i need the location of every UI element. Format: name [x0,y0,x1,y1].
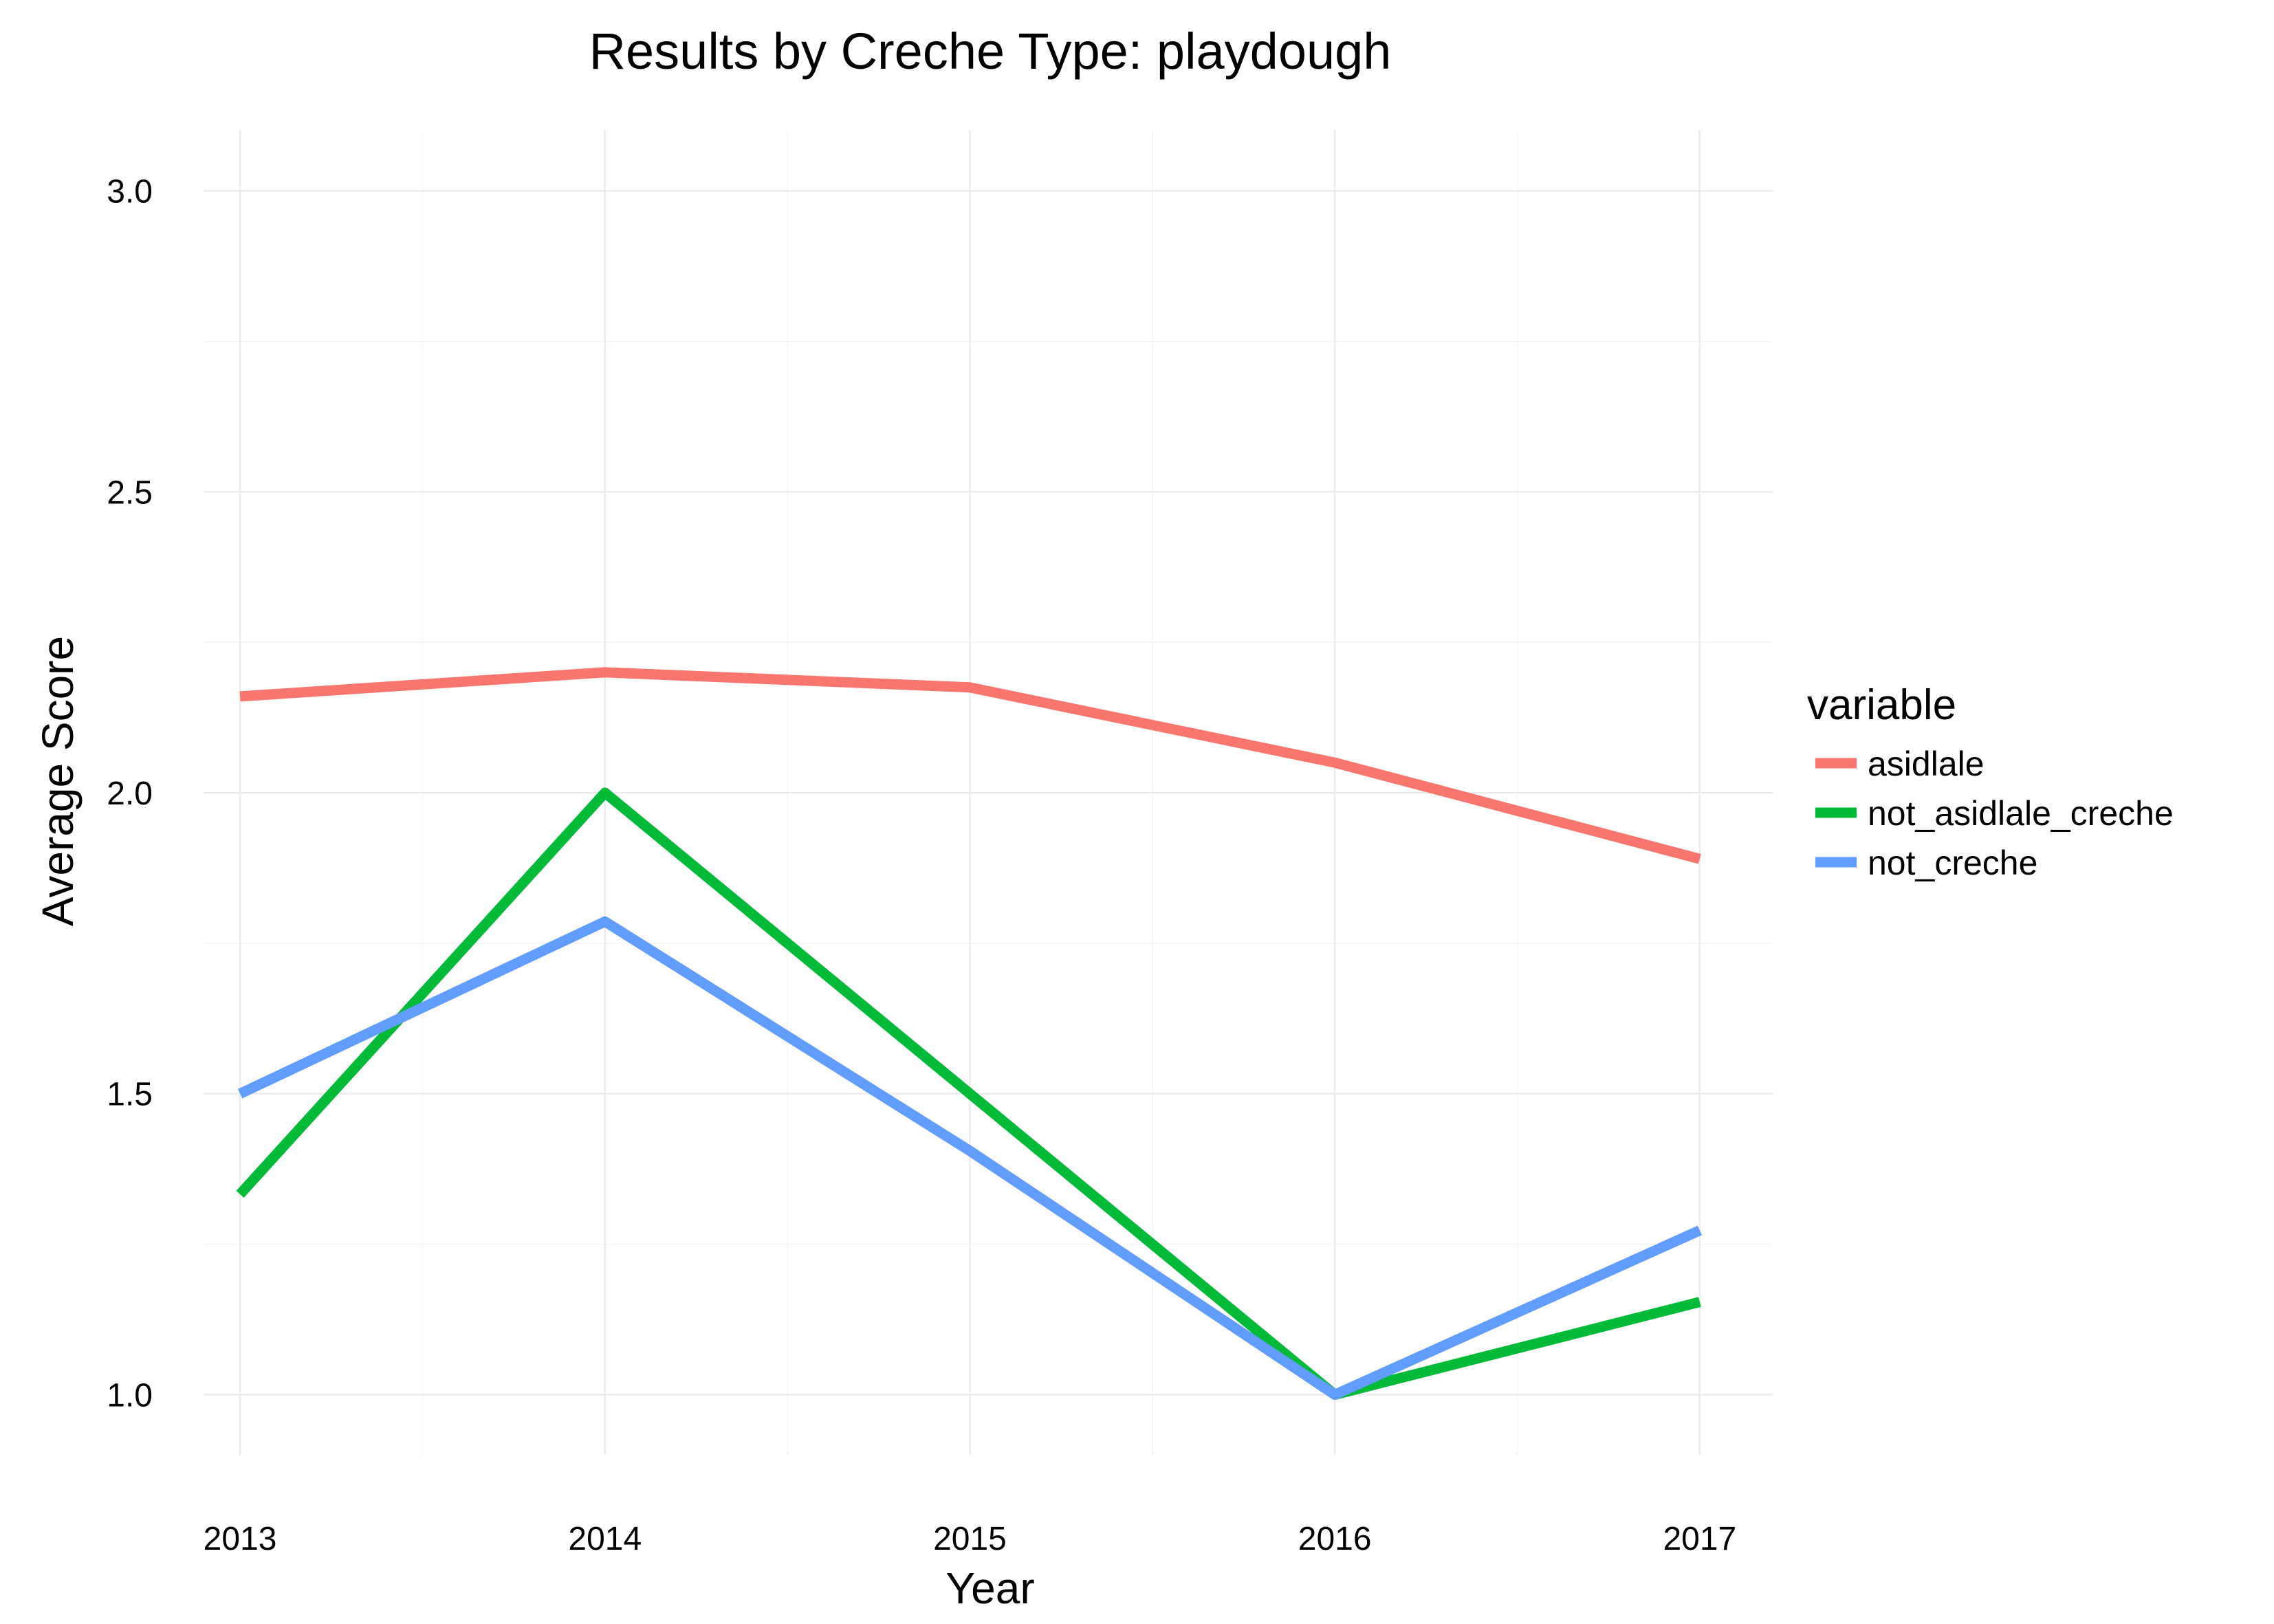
x-tick-label: 2016 [1298,1521,1372,1557]
series-line-asidlale [239,667,1701,864]
legend-label: not_asidlale_creche [1868,794,2174,833]
legend-label: asidlale [1868,745,1985,783]
series-line-not_creche [237,916,1702,1400]
legend: variable asidlale not_asidlale_creche not_… [1807,681,2174,882]
y-tick-label: 1.0 [107,1377,153,1414]
y-tick-label: 2.0 [107,776,153,812]
x-axis-title: Year [945,1563,1034,1613]
x-tick-labels: 2013 2014 2015 2016 2017 [204,1521,1737,1557]
y-tick-labels: 1.0 1.5 2.0 2.5 3.0 [107,174,153,1414]
y-tick-label: 1.5 [107,1077,153,1113]
legend-label: not_creche [1868,844,2037,882]
legend-items: asidlale not_asidlale_creche not_creche [1815,745,2174,882]
y-axis-title: Average Score [33,636,83,926]
y-tick-label: 3.0 [107,174,153,210]
x-tick-label: 2014 [568,1521,642,1557]
series-layer [236,667,1702,1400]
legend-item: not_asidlale_creche [1815,794,2174,833]
x-tick-label: 2013 [204,1521,277,1557]
legend-item: not_creche [1815,844,2037,882]
legend-title: variable [1807,681,1956,729]
grid-layer [204,131,1773,1455]
legend-item: asidlale [1815,745,1985,783]
y-tick-label: 2.5 [107,474,153,511]
series-line-not_asidlale_creche [236,787,1701,1400]
x-tick-label: 2015 [933,1521,1007,1557]
chart-title: Results by Creche Type: playdough [589,23,1392,80]
x-tick-label: 2017 [1663,1521,1736,1557]
